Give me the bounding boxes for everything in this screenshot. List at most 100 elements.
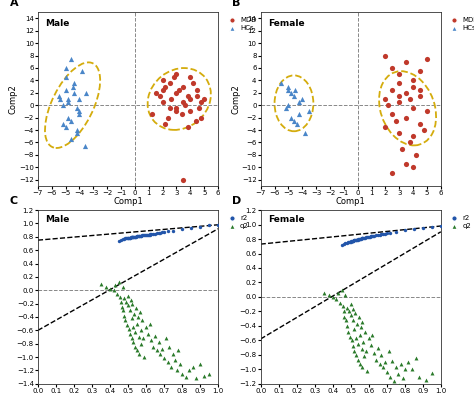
MDD [192, 118, 200, 124]
Point [415, 373, 423, 380]
HCs [70, 80, 78, 87]
Point [128, 335, 136, 342]
Point [171, 357, 179, 364]
Point [147, 337, 155, 343]
Point [338, 242, 346, 248]
MDD [423, 108, 431, 115]
Point [361, 328, 369, 335]
Point [358, 235, 365, 242]
Legend: r2, q2: r2, q2 [446, 214, 473, 230]
Point [178, 226, 186, 233]
Point [349, 238, 356, 244]
HCs [62, 124, 69, 130]
Point [350, 305, 357, 312]
Point [365, 335, 373, 341]
Point [140, 232, 148, 238]
MDD [173, 105, 180, 112]
MDD [395, 80, 403, 87]
Point [360, 235, 367, 241]
Point [123, 322, 131, 328]
Point [376, 360, 383, 367]
Point [126, 330, 134, 337]
Point [351, 347, 358, 354]
Point [358, 346, 365, 352]
MDD [389, 65, 396, 71]
Point [111, 282, 119, 288]
HCs [76, 108, 83, 115]
Point [399, 375, 407, 381]
Point [126, 234, 134, 241]
MDD [187, 74, 194, 80]
Point [106, 286, 114, 292]
Point [358, 364, 365, 370]
Point [147, 231, 155, 238]
Point [342, 317, 350, 323]
Point [351, 237, 358, 244]
Point [325, 292, 333, 299]
MDD [148, 111, 155, 118]
Point [124, 302, 132, 308]
Point [370, 233, 378, 239]
Point [124, 235, 132, 241]
Point [134, 233, 142, 239]
Point [187, 225, 195, 231]
HCs [296, 99, 303, 105]
MDD [395, 93, 403, 99]
Point [129, 234, 137, 240]
Point [338, 286, 346, 293]
Point [189, 364, 197, 370]
Point [381, 359, 389, 365]
MDD [187, 108, 194, 115]
MDD [402, 114, 410, 121]
Point [142, 324, 150, 330]
MDD [416, 68, 424, 74]
MDD [180, 177, 187, 183]
Point [345, 239, 353, 245]
Point [357, 324, 365, 330]
Point [361, 234, 369, 241]
Point [155, 339, 163, 345]
Point [144, 231, 152, 238]
Point [353, 236, 361, 243]
MDD [156, 93, 164, 99]
MDD [193, 93, 201, 99]
HCs [81, 142, 89, 149]
Legend: MDD, HCs: MDD, HCs [446, 16, 474, 32]
Point [143, 231, 151, 238]
Point [353, 321, 361, 328]
MDD [159, 86, 166, 93]
Point [401, 366, 409, 372]
Point [121, 317, 129, 324]
Point [149, 231, 157, 238]
Point [125, 326, 133, 332]
MDD [166, 105, 173, 112]
Point [344, 328, 352, 335]
Point [127, 234, 135, 241]
MDD [395, 71, 403, 78]
Point [397, 360, 405, 367]
Point [345, 308, 353, 315]
MDD [389, 111, 396, 118]
Point [352, 335, 360, 341]
Point [115, 238, 123, 244]
Point [102, 284, 110, 290]
HCs [305, 108, 313, 115]
MDD [416, 86, 424, 93]
HCs [282, 105, 290, 112]
Point [169, 351, 177, 357]
HCs [64, 114, 72, 121]
Point [139, 335, 147, 342]
MDD [173, 71, 180, 78]
Point [351, 237, 358, 244]
MDD [170, 74, 177, 80]
Point [343, 323, 351, 329]
Point [123, 235, 131, 241]
Point [347, 312, 355, 318]
Point [127, 297, 135, 303]
Point [354, 236, 362, 243]
Point [196, 223, 204, 230]
Point [350, 238, 357, 244]
Point [392, 364, 400, 370]
Point [138, 317, 146, 324]
Point [370, 233, 377, 239]
